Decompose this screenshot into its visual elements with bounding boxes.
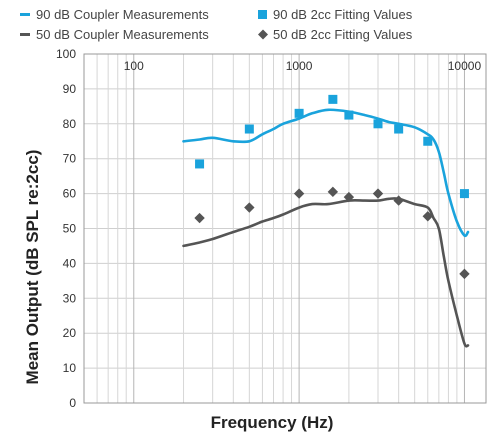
y-tick-label-10: 100 xyxy=(56,47,76,61)
y-tick-label-8: 80 xyxy=(63,117,77,131)
y-tick-label-6: 60 xyxy=(63,187,77,201)
series-3-point-8 xyxy=(459,268,470,280)
y-tick-label-5: 50 xyxy=(63,222,77,236)
y-tick-label-0: 0 xyxy=(69,396,76,410)
series-3-point-5 xyxy=(372,188,384,199)
series-1-point-2 xyxy=(294,108,304,118)
series-3-point-6 xyxy=(393,195,404,206)
series-line-2 xyxy=(182,197,470,348)
x-tick-labels: 100 1000 10000 xyxy=(124,59,482,73)
legend-label-50db-coupler: 50 dB Coupler Measurements xyxy=(36,27,209,42)
legend: 90 dB Coupler Measurements 90 dB 2cc Fit… xyxy=(20,7,413,42)
y-tick-label-7: 70 xyxy=(63,152,77,166)
series-3-point-4 xyxy=(343,191,355,203)
legend-diamond-icon-gray xyxy=(258,29,268,40)
legend-label-90db-2cc: 90 dB 2cc Fitting Values xyxy=(273,7,413,22)
series-layer xyxy=(182,94,470,348)
series-1-point-0 xyxy=(195,159,205,169)
legend-line-icon-blue xyxy=(20,13,30,16)
y-tick-label-3: 30 xyxy=(63,291,77,305)
legend-square-icon-blue xyxy=(258,10,267,19)
legend-line-icon-gray xyxy=(20,33,30,36)
series-3-point-2 xyxy=(293,188,305,199)
y-tick-labels: 0 10 20 30 40 50 60 70 80 90 100 xyxy=(56,47,76,410)
series-3-point-3 xyxy=(327,186,339,198)
series-1-point-7 xyxy=(423,136,433,146)
series-1-point-6 xyxy=(394,124,404,134)
series-1-point-1 xyxy=(244,124,254,134)
y-tick-label-4: 40 xyxy=(63,256,77,270)
series-1-point-3 xyxy=(328,94,338,104)
legend-label-90db-coupler: 90 dB Coupler Measurements xyxy=(36,7,209,22)
x-tick-label-1: 1000 xyxy=(286,59,313,73)
series-1-point-4 xyxy=(344,110,354,120)
plot-frame xyxy=(83,53,487,404)
series-3-point-1 xyxy=(244,202,255,213)
x-tick-label-2: 10000 xyxy=(448,59,482,73)
series-1-point-8 xyxy=(459,189,469,199)
series-3-point-0 xyxy=(194,212,205,224)
y-tick-label-1: 10 xyxy=(63,361,77,375)
grid xyxy=(83,53,486,404)
y-tick-label-9: 90 xyxy=(63,82,77,96)
x-tick-label-0: 100 xyxy=(124,59,144,73)
series-3-point-7 xyxy=(422,211,433,222)
series-line-0 xyxy=(182,108,470,238)
legend-label-50db-2cc: 50 dB 2cc Fitting Values xyxy=(273,27,413,42)
y-tick-label-2: 20 xyxy=(63,326,77,340)
x-axis-label: Frequency (Hz) xyxy=(211,413,334,432)
series-1-point-5 xyxy=(373,119,383,129)
y-axis-label: Mean Output (dB SPL re:2cc) xyxy=(23,150,42,385)
